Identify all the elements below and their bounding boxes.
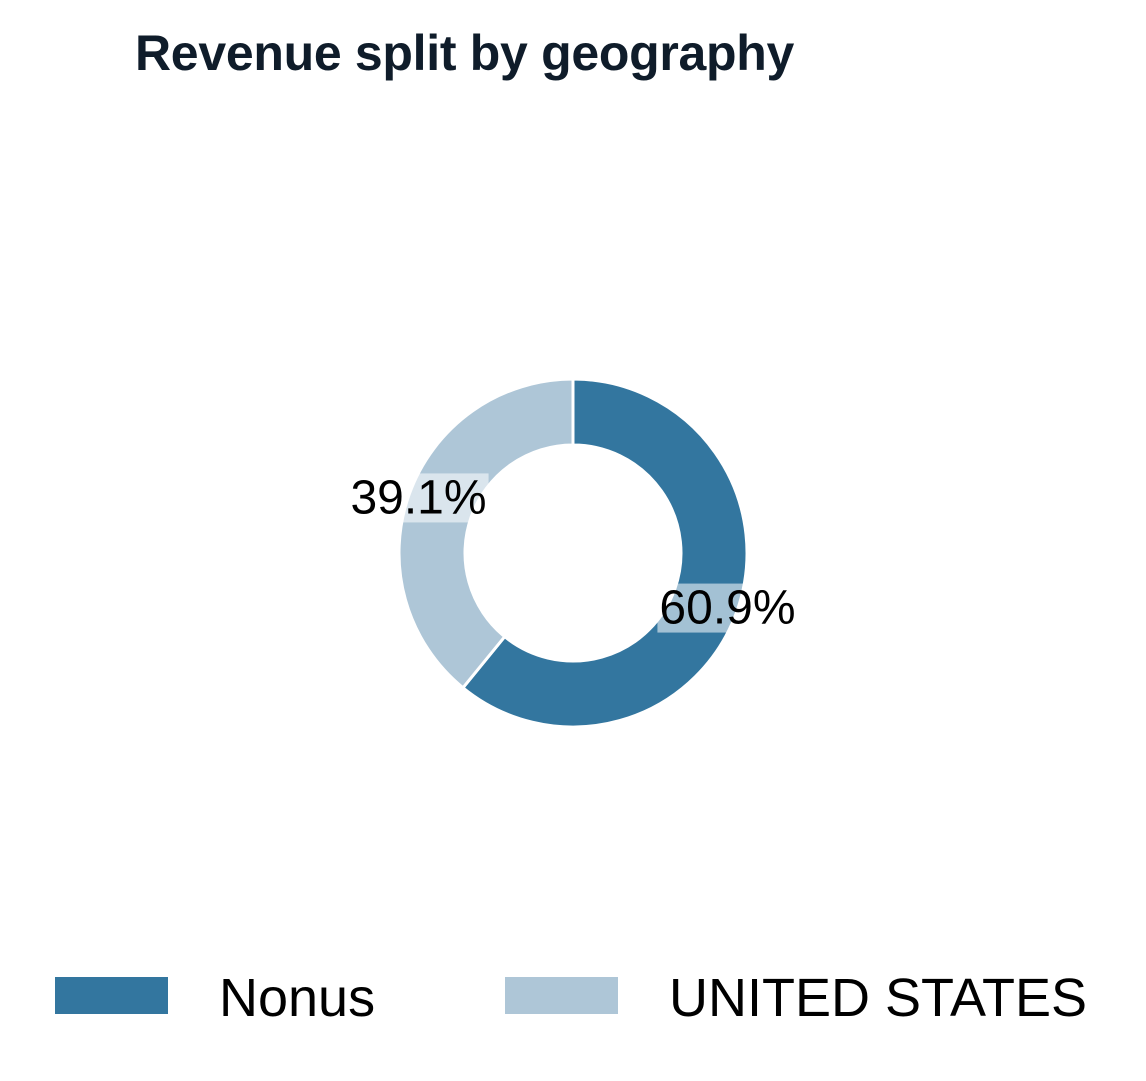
legend-swatch-united-states	[505, 977, 618, 1014]
donut-chart: 60.9% 39.1%	[348, 377, 798, 729]
slice-value-label-united-states: 39.1%	[350, 471, 486, 524]
slice-label-background-nonus	[657, 583, 798, 633]
donut-slice-nonus	[460, 377, 749, 729]
slice-value-label-nonus: 60.9%	[659, 582, 795, 635]
legend-label-united-states: UNITED STATES	[669, 968, 1088, 1028]
legend-swatch-nonus	[55, 977, 168, 1014]
legend: Nonus UNITED STATES	[0, 960, 1146, 1040]
donut-slice-united-states	[397, 377, 575, 690]
legend-label-nonus: Nonus	[219, 968, 376, 1028]
labels-layer: 60.9% 39.1%	[348, 471, 798, 635]
chart-title: Revenue split by geography	[135, 25, 795, 81]
slices-layer	[397, 377, 749, 729]
slice-label-background-united-states	[348, 473, 489, 523]
